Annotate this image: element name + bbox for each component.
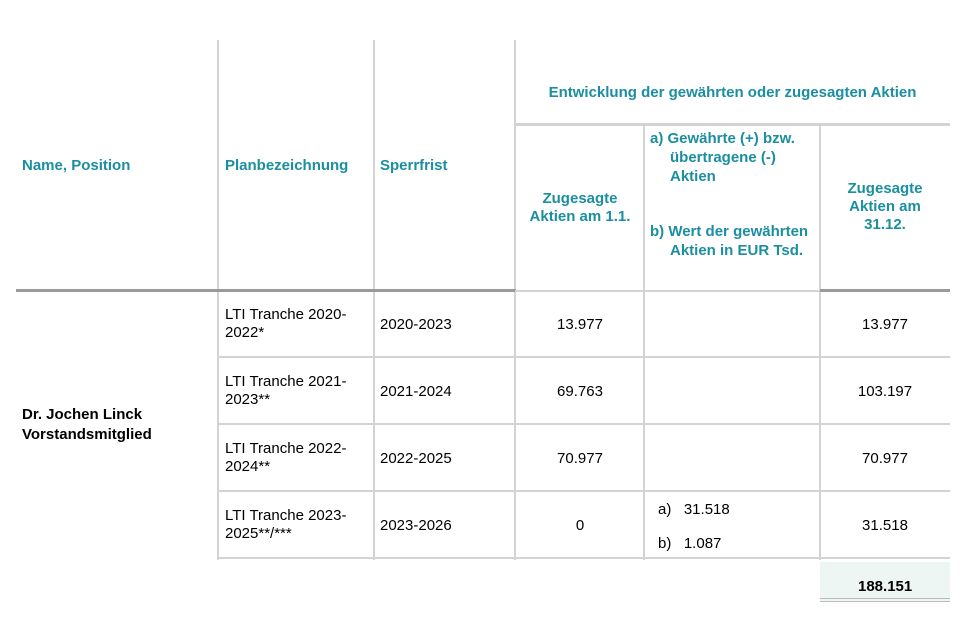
rule (820, 289, 950, 292)
person-position: Vorstandsmitglied (22, 426, 152, 443)
rule (819, 124, 821, 560)
column-header: a) Gewährte (+) bzw. übertragene (-) Akt… (650, 130, 795, 185)
shares-start: 69.763 (557, 383, 603, 400)
column-header: Zugesagte Aktien am 31.12. (847, 180, 923, 233)
plan-name: LTI Tranche 2023-2025**/*** (225, 507, 347, 542)
granted-value: b) 1.087 (658, 535, 722, 552)
rule (16, 289, 516, 292)
column-header: Sperrfrist (380, 157, 448, 174)
column-header: Zugesagte Aktien am 1.1. (529, 190, 631, 225)
shares-start: 0 (575, 517, 585, 534)
period: 2021-2024 (380, 383, 452, 400)
rule (218, 423, 950, 425)
shares-end: 103.197 (857, 383, 913, 400)
plan-name: LTI Tranche 2020-2022* (225, 306, 347, 341)
column-header: b) Wert der gewährten Aktien in EUR Tsd. (650, 223, 809, 259)
rule (218, 557, 950, 559)
period: 2022-2025 (380, 450, 452, 467)
total-box (820, 562, 950, 602)
shares-start: 13.977 (557, 316, 603, 333)
shares-end: 13.977 (862, 316, 908, 333)
rule (515, 290, 820, 292)
plan-name: LTI Tranche 2021-2023** (225, 373, 347, 408)
granted: a) 31.518 (658, 501, 730, 518)
shares-start: 70.977 (557, 450, 603, 467)
rule (515, 123, 950, 126)
rule (514, 40, 516, 560)
rule (218, 356, 950, 358)
rule (218, 490, 950, 492)
shares-end: 70.977 (862, 450, 908, 467)
rule (373, 40, 375, 560)
group-header: Entwicklung der gewährten oder zugesagte… (548, 84, 917, 101)
shares-end: 31.518 (862, 517, 908, 534)
rule (217, 40, 219, 560)
person-name: Dr. Jochen Linck (22, 406, 143, 423)
rule (643, 124, 645, 560)
column-header: Planbezeichnung (225, 157, 349, 174)
column-header: Name, Position (22, 157, 131, 174)
total: 188.151 (858, 578, 913, 595)
plan-name: LTI Tranche 2022-2024** (225, 440, 347, 475)
period: 2020-2023 (380, 316, 452, 333)
period: 2023-2026 (380, 517, 452, 534)
